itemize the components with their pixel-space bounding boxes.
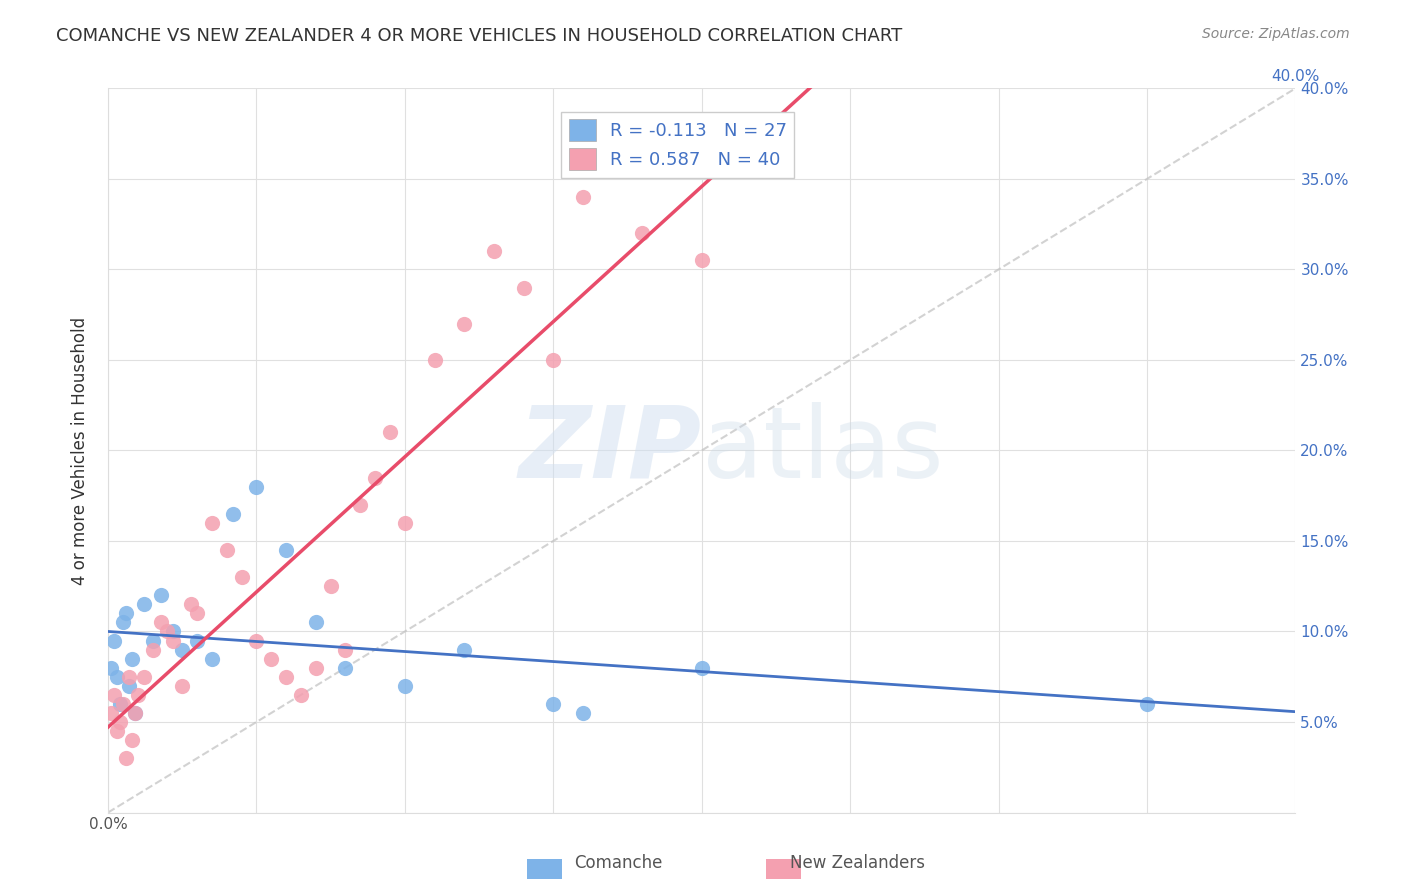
Point <box>162 633 184 648</box>
Text: Comanche: Comanche <box>575 855 662 872</box>
Point <box>132 598 155 612</box>
Point <box>121 733 143 747</box>
Point <box>482 244 505 259</box>
Point <box>100 706 122 720</box>
Point <box>105 670 128 684</box>
Point <box>231 570 253 584</box>
Point <box>631 226 654 240</box>
Point <box>690 661 713 675</box>
Point <box>215 543 238 558</box>
Point <box>364 470 387 484</box>
Point <box>349 498 371 512</box>
Point <box>245 480 267 494</box>
Point <box>111 697 134 711</box>
Point <box>572 190 595 204</box>
Point <box>453 317 475 331</box>
Point <box>108 697 131 711</box>
Point <box>1136 697 1159 711</box>
Point <box>260 651 283 665</box>
Point <box>180 598 202 612</box>
Point <box>141 633 163 648</box>
Legend: R = -0.113   N = 27, R = 0.587   N = 40: R = -0.113 N = 27, R = 0.587 N = 40 <box>561 112 794 178</box>
Point <box>543 353 565 368</box>
Point <box>150 615 173 630</box>
Point <box>172 679 194 693</box>
Point <box>423 353 446 368</box>
Point <box>172 642 194 657</box>
Point <box>335 661 357 675</box>
Point <box>186 633 208 648</box>
Point <box>453 642 475 657</box>
Point <box>305 615 328 630</box>
Point <box>572 706 595 720</box>
Point <box>124 706 146 720</box>
Point <box>245 633 267 648</box>
Point <box>378 425 401 440</box>
Point <box>150 588 173 602</box>
Point <box>124 706 146 720</box>
Point <box>118 679 141 693</box>
Point <box>690 253 713 268</box>
Point <box>103 633 125 648</box>
Text: Source: ZipAtlas.com: Source: ZipAtlas.com <box>1202 27 1350 41</box>
Point <box>201 516 224 530</box>
Point <box>108 714 131 729</box>
Point <box>221 507 243 521</box>
Point <box>100 661 122 675</box>
Point <box>111 615 134 630</box>
Point <box>274 543 297 558</box>
Text: atlas: atlas <box>702 402 943 499</box>
Point <box>274 670 297 684</box>
Point <box>290 688 312 702</box>
Point <box>114 607 136 621</box>
Point <box>105 724 128 739</box>
Point <box>305 661 328 675</box>
Point <box>121 651 143 665</box>
Point <box>156 624 179 639</box>
Point <box>543 697 565 711</box>
Point <box>162 624 184 639</box>
Point <box>319 579 342 593</box>
Point <box>201 651 224 665</box>
Point <box>394 679 416 693</box>
Point <box>103 688 125 702</box>
Point <box>394 516 416 530</box>
Text: COMANCHE VS NEW ZEALANDER 4 OR MORE VEHICLES IN HOUSEHOLD CORRELATION CHART: COMANCHE VS NEW ZEALANDER 4 OR MORE VEHI… <box>56 27 903 45</box>
Y-axis label: 4 or more Vehicles in Household: 4 or more Vehicles in Household <box>72 317 89 584</box>
Point <box>127 688 149 702</box>
Point <box>186 607 208 621</box>
Text: New Zealanders: New Zealanders <box>790 855 925 872</box>
Point <box>132 670 155 684</box>
Point <box>335 642 357 657</box>
Point <box>141 642 163 657</box>
Point <box>118 670 141 684</box>
Point <box>114 751 136 765</box>
Text: ZIP: ZIP <box>519 402 702 499</box>
Point <box>512 280 534 294</box>
